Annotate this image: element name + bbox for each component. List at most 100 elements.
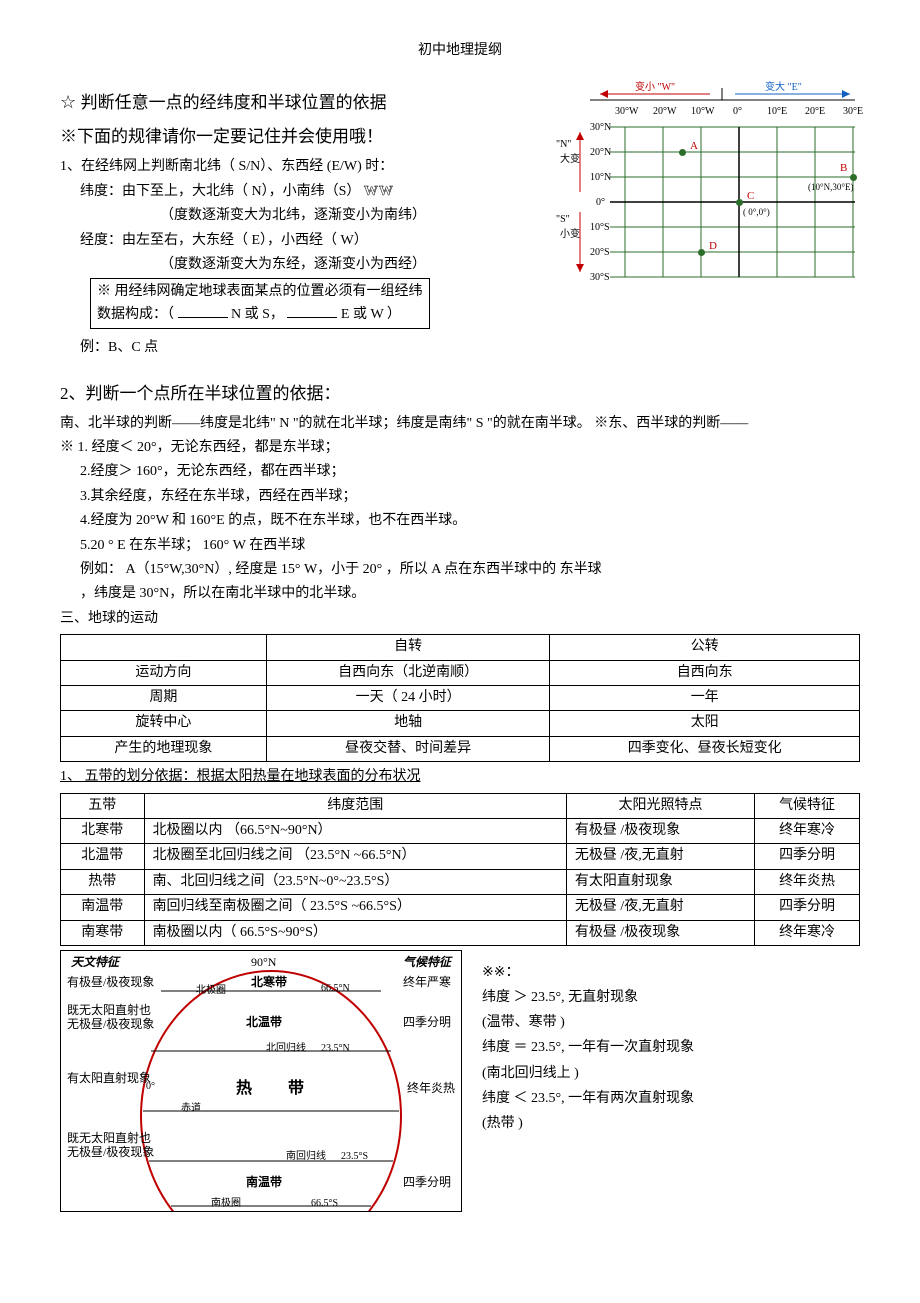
cell: 一年 [550, 685, 860, 710]
point-d-label: D [709, 238, 717, 256]
s2-r3: 3.其余经度，东经在东半球，西经在西半球； [80, 486, 860, 508]
table-row: 五带 纬度范围 太阳光照特点 气候特征 [61, 793, 860, 818]
z-m2: 热 带 [236, 1076, 314, 1102]
z-l3: 既无太阳直射也无极昼/极夜现象 [67, 1131, 157, 1160]
blank-1 [178, 317, 228, 318]
lat-lon-grid-diagram: 变小 "W" 变大 "E" 30°W 20°W 10°W 0° 10°E 20°… [550, 82, 860, 302]
z-deg3: 23.5°S [341, 1149, 368, 1165]
zone-right-h: 气候特征 [403, 953, 451, 972]
cell: 旋转中心 [61, 711, 267, 736]
notes-l3: 纬度 ＝ 23.5°, 一年有一次直射现象 [482, 1035, 860, 1060]
cell: 有太阳直射现象 [566, 869, 754, 894]
lon20w: 20°W [653, 104, 676, 120]
cell: 北极圈至北回归线之间 （23.5°N ~66.5°N） [144, 844, 566, 869]
lon0: 0° [733, 104, 742, 120]
cell: 周期 [61, 685, 267, 710]
s2-r1: ※ 1. 经度＜ 20°，无论东西经，都是东半球； [60, 437, 860, 459]
side-notes: ※※： 纬度 ＞ 23.5°, 无直射现象 (温带、寒带 ) 纬度 ＝ 23.5… [482, 950, 860, 1212]
ww-mark: WW [364, 184, 394, 199]
cell: 产生的地理现象 [61, 736, 267, 761]
s1-example: 例：B、C 点 [80, 337, 540, 359]
cell: 北极圈以内 （66.5°N~90°N） [144, 818, 566, 843]
table-row: 热带南、北回归线之间（23.5°N~0°~23.5°S）有太阳直射现象终年炎热 [61, 869, 860, 894]
cell: 四季分明 [755, 844, 860, 869]
table-row: 运动方向自西向东（北逆南顺）自西向东 [61, 660, 860, 685]
lon10w: 10°W [691, 104, 714, 120]
z-m0: 北寒带 [251, 973, 287, 992]
cell: 一天（ 24 小时） [266, 685, 550, 710]
cell: 自西向东 [550, 660, 860, 685]
s1-sub: ※下面的规律请你一定要记住并会使用哦！ [60, 123, 540, 150]
notes-l6: (热带 ) [482, 1111, 860, 1136]
s1-lat-note: （度数逐渐变大为北纬，逐渐变小为南纬） [160, 205, 540, 227]
point-b-label: B [840, 160, 847, 178]
bottom-block: 天文特征 90°N 气候特征 有极昼/极夜现象 北寒带 终年严寒 北极圈 66.… [60, 950, 860, 1212]
z-line0: 北极圈 [196, 983, 226, 999]
n-sub: 大变 [560, 154, 580, 165]
s-sub: 小变 [560, 229, 580, 240]
cell: 南回归线至南极圈之间（ 23.5°S ~66.5°S） [144, 895, 566, 920]
box2a: 数据构成：（ [97, 307, 174, 322]
lat20n: 20°N [590, 145, 611, 161]
cell: 地轴 [266, 711, 550, 736]
t2h3: 气候特征 [755, 793, 860, 818]
table-row: 北寒带北极圈以内 （66.5°N~90°N）有极昼 /极夜现象终年寒冷 [61, 818, 860, 843]
t2h1: 纬度范围 [144, 793, 566, 818]
point-a-label: A [690, 138, 698, 156]
lat10s: 10°S [590, 220, 610, 236]
cell: 自西向东（北逆南顺） [266, 660, 550, 685]
cell: 北寒带 [61, 818, 145, 843]
z-m1: 北温带 [246, 1013, 282, 1032]
cell: 终年寒冷 [755, 920, 860, 945]
lon30w: 30°W [615, 104, 638, 120]
z-r3: 四季分明 [403, 1173, 451, 1192]
t1-h0 [61, 635, 267, 660]
cell: 南、北回归线之间（23.5°N~0°~23.5°S） [144, 869, 566, 894]
zone-left-h: 天文特征 [71, 953, 119, 972]
s2-heading: 2、判断一个点所在半球位置的依据： [60, 380, 860, 407]
table-row: 北温带北极圈至北回归线之间 （23.5°N ~66.5°N）无极昼 /夜,无直射… [61, 844, 860, 869]
z-deg1: 23.5°N [321, 1041, 350, 1057]
box2b: N 或 S， [231, 307, 284, 322]
box2c: E 或 W ） [341, 307, 401, 322]
table-row: 旋转中心地轴太阳 [61, 711, 860, 736]
z-deg4: 66.5°S [311, 1196, 338, 1212]
lat30n: 30°N [590, 120, 611, 136]
t2h2: 太阳光照特点 [566, 793, 754, 818]
lat30s: 30°S [590, 270, 610, 286]
lon30e: 30°E [843, 104, 863, 120]
t1-h1: 自转 [266, 635, 550, 660]
lon10e: 10°E [767, 104, 787, 120]
table-row: 南寒带南极圈以内（ 66.5°S~90°S）有极昼 /极夜现象终年寒冷 [61, 920, 860, 945]
lat0: 0° [596, 195, 605, 211]
blank-2 [287, 317, 337, 318]
z-line3: 南回归线 [286, 1149, 326, 1165]
cell: 四季变化、昼夜长短变化 [550, 736, 860, 761]
z-m3: 南温带 [246, 1173, 282, 1192]
s2-ex1: 例如： A（15°W,30°N）, 经度是 15° W，小于 20° ，所以 A… [80, 559, 860, 581]
section-1-block: 判断任意一点的经纬度和半球位置的依据 ※下面的规律请你一定要记住并会使用哦！ 1… [60, 82, 860, 361]
notes-l1: 纬度 ＞ 23.5°, 无直射现象 [482, 985, 860, 1010]
s1-p1: 1、在经纬网上判断南北纬（ S/N）、东西经 (E/W) 时： [60, 156, 540, 178]
n-label: "N" [556, 137, 571, 153]
point-c-note: ( 0°,0°) [743, 205, 770, 219]
cell: 南极圈以内（ 66.5°S~90°S） [144, 920, 566, 945]
s2-r2: 2.经度＞ 160°，无论东西经，都在西半球； [80, 461, 860, 483]
zone-top: 90°N [251, 953, 276, 972]
s2-ex2: ，纬度是 30°N，所以在南北半球中的北半球。 [80, 583, 860, 605]
table-row: 产生的地理现象昼夜交替、时间差异四季变化、昼夜长短变化 [61, 736, 860, 761]
lon20e: 20°E [805, 104, 825, 120]
z-deg0: 66.5°N [321, 981, 350, 997]
s1-heading: 判断任意一点的经纬度和半球位置的依据 [60, 88, 540, 117]
cell: 有极昼 /极夜现象 [566, 818, 754, 843]
z-l0: 有极昼/极夜现象 [67, 973, 157, 992]
s3-sub: 1、 五带的划分依据：根据太阳热量在地球表面的分布状况 [60, 766, 860, 788]
lat20s: 20°S [590, 245, 610, 261]
cell: 热带 [61, 869, 145, 894]
z-l2: 有太阳直射现象 [67, 1071, 157, 1085]
box-line2: 数据构成：（ N 或 S， E 或 W ） [97, 304, 423, 326]
cell: 北温带 [61, 844, 145, 869]
rotation-revolution-table: 自转 公转 运动方向自西向东（北逆南顺）自西向东 周期一天（ 24 小时）一年 … [60, 634, 860, 762]
cell: 无极昼 /夜,无直射 [566, 895, 754, 920]
cell: 太阳 [550, 711, 860, 736]
